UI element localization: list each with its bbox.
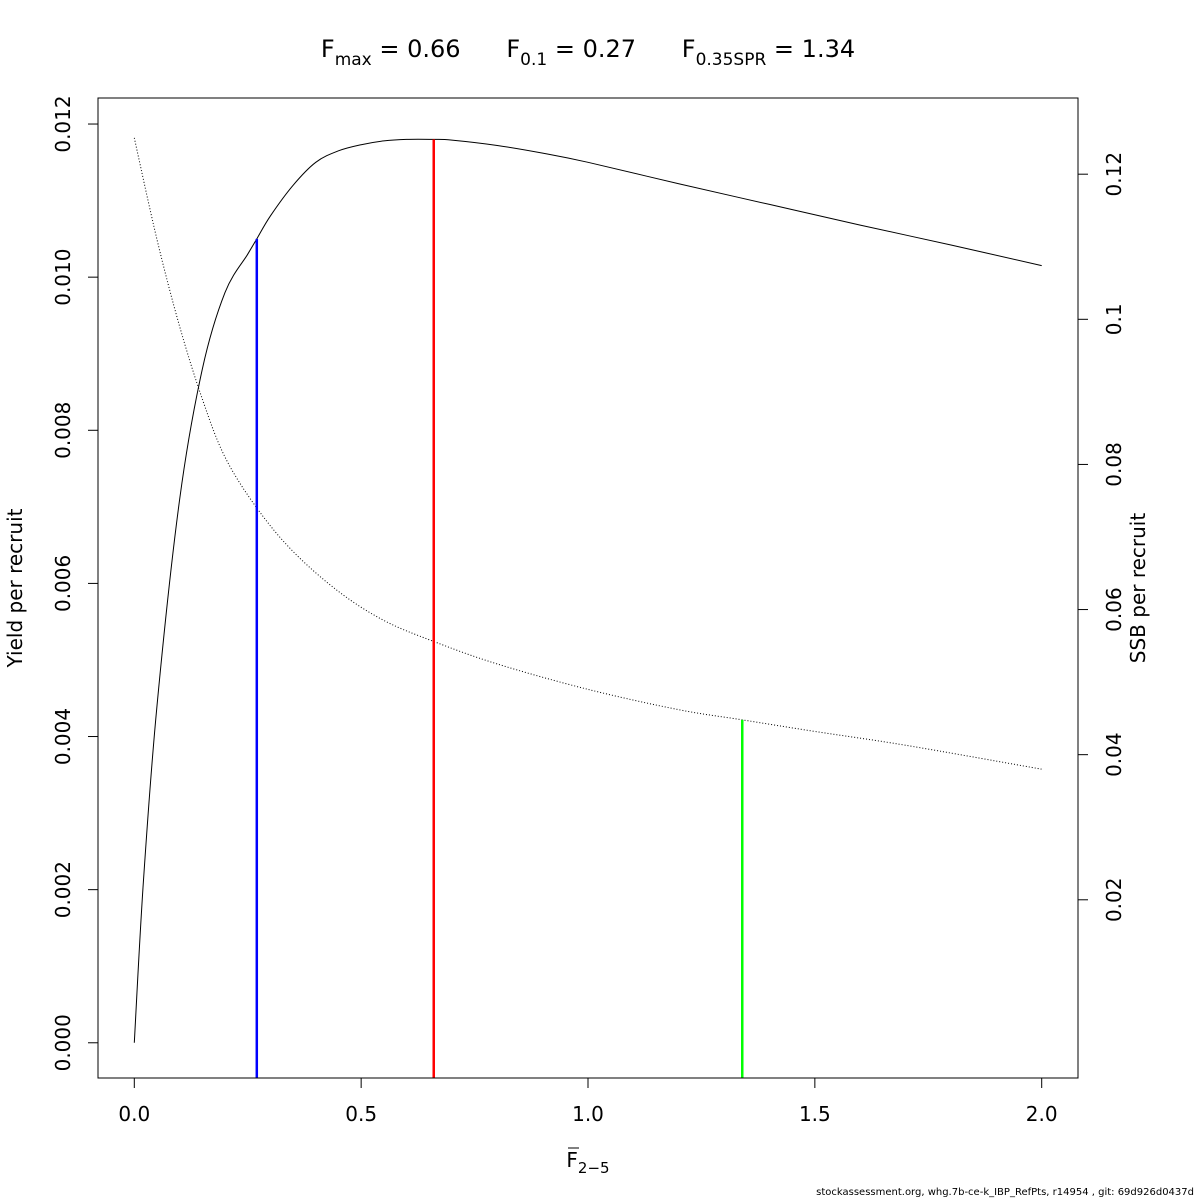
x-axis-title-main: F <box>566 1148 578 1172</box>
yield-per-recruit-curve <box>133 138 1042 1043</box>
fmax-subscript: max <box>335 50 372 70</box>
chart-title: Fmax = 0.66 F0.1 = 0.27 F0.35SPR = 1.34 <box>321 35 855 70</box>
y-left-tick-label: 0.004 <box>51 708 75 765</box>
reference-lines-group <box>255 139 744 1078</box>
x-axis-title-sub: 2−5 <box>578 1159 610 1177</box>
footer-source-text: stockassessment.org, whg.7b-ce-k_IBP_Ref… <box>816 1187 1194 1198</box>
y-right-tick-label: 0.1 <box>1102 303 1126 335</box>
y-left-tick-label: 0.000 <box>51 1014 75 1071</box>
x-tick-label: 0.0 <box>118 1102 150 1126</box>
y-left-tick-label: 0.006 <box>51 555 75 612</box>
y-right-tick-label: 0.04 <box>1102 732 1126 777</box>
x-tick-label: 0.5 <box>345 1102 377 1126</box>
y-right-axis-title: SSB per recruit <box>1126 513 1150 664</box>
ssb-per-recruit-curve <box>133 137 1042 770</box>
y-right-tick-label: 0.02 <box>1102 878 1126 923</box>
f01-subscript: 0.1 <box>520 50 547 70</box>
y-left-axis: 0.000 0.002 0.004 0.006 0.008 0.010 0.012 <box>51 95 99 1071</box>
y-right-tick-label: 0.06 <box>1102 587 1126 632</box>
plot-area-border <box>97 97 1079 1079</box>
x-axis-title: F2−5 <box>566 1148 609 1177</box>
y-right-tick-label: 0.08 <box>1102 442 1126 487</box>
f01-value: 0.27 <box>583 35 636 63</box>
x-axis: 0.0 0.5 1.0 1.5 2.0 <box>118 1077 1058 1126</box>
y-left-tick-label: 0.010 <box>51 249 75 306</box>
y-left-tick-label: 0.002 <box>51 861 75 918</box>
x-tick-label: 1.0 <box>572 1102 604 1126</box>
y-right-axis: 0.02 0.04 0.06 0.08 0.1 0.12 <box>1077 152 1126 923</box>
fspr-value: 1.34 <box>802 35 855 63</box>
x-tick-label: 2.0 <box>1026 1102 1058 1126</box>
fmax-value: 0.66 <box>407 35 460 63</box>
curves-group <box>133 137 1042 1043</box>
y-right-tick-label: 0.12 <box>1102 152 1126 197</box>
y-left-axis-title: Yield per recruit <box>3 508 27 668</box>
x-tick-label: 1.5 <box>799 1102 831 1126</box>
y-left-tick-label: 0.008 <box>51 402 75 459</box>
y-left-tick-label: 0.012 <box>51 95 75 152</box>
fspr-subscript: 0.35SPR <box>696 50 767 70</box>
